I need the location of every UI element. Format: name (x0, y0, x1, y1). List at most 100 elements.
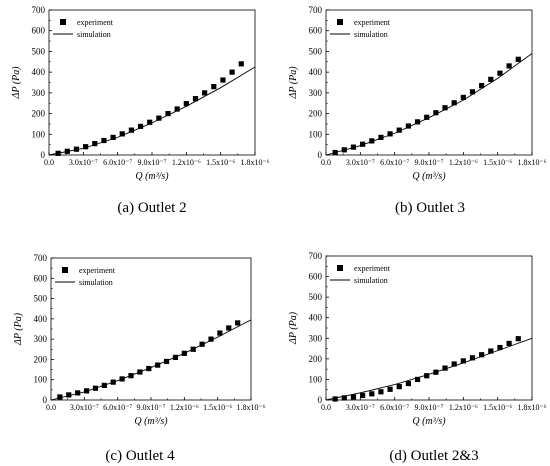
experiment-point (405, 380, 411, 387)
y-axis-label: ΔP (Pa) (13, 312, 24, 346)
x-tick-label: 1.2x10⁻⁶ (170, 403, 199, 412)
y-tick-label: 500 (32, 46, 46, 56)
y-tick-label: 400 (32, 67, 46, 77)
x-tick-label: 6.0x10⁻⁷ (380, 158, 409, 167)
y-tick-label: 700 (309, 251, 323, 261)
experiment-point (146, 365, 152, 372)
experiment-point (378, 389, 384, 395)
experiment-point (469, 89, 476, 95)
experiment-point (238, 61, 244, 67)
y-tick-label: 300 (32, 88, 46, 98)
y-tick-label: 200 (32, 109, 46, 119)
experiment-point (451, 100, 457, 106)
x-tick-label: 1.8x10⁻⁶ (236, 403, 265, 412)
experiment-point (119, 131, 125, 137)
experiment-point (451, 361, 457, 367)
experiment-point (506, 63, 512, 69)
experiment-point (192, 96, 199, 102)
y-tick-label: 500 (309, 46, 323, 56)
y-axis-label: ΔP (Pa) (288, 311, 299, 345)
experiment-point (55, 150, 61, 156)
experiment-point (414, 119, 421, 125)
legend-marker-experiment (60, 19, 66, 25)
x-tick-label: 1.8x10⁻⁶ (517, 403, 546, 412)
y-tick-label: 600 (309, 272, 323, 282)
experiment-point (110, 134, 116, 140)
experiment-point (488, 76, 494, 82)
experiment-point (73, 146, 80, 152)
legend-label-simulation: simulation (79, 278, 113, 287)
experiment-point (350, 144, 357, 150)
experiment-point (396, 127, 402, 133)
legend-marker-experiment (62, 267, 68, 273)
experiment-point (101, 382, 107, 388)
experiment-point (83, 388, 90, 394)
panel-caption: (c) Outlet 4 (105, 448, 175, 464)
experiment-point (414, 376, 421, 383)
experiment-point (110, 379, 116, 385)
experiment-point (506, 340, 512, 347)
legend-label-experiment: experiment (354, 18, 391, 27)
y-tick-label: 700 (309, 5, 323, 15)
experiment-point (460, 94, 466, 101)
legend-marker-experiment (337, 265, 343, 271)
y-tick-label: 500 (309, 292, 323, 302)
x-tick-label: 1.8x10⁻⁶ (517, 158, 546, 167)
experiment-point (199, 341, 205, 347)
experiment-point (350, 394, 357, 400)
experiment-point (424, 114, 430, 120)
x-axis-label: Q (m³/s) (412, 171, 446, 182)
experiment-point (174, 106, 180, 112)
experiment-point (360, 392, 366, 399)
experiment-point (515, 336, 521, 342)
x-tick-label: 1.2x10⁻⁶ (449, 403, 478, 412)
experiment-point (469, 355, 476, 361)
experiment-point (156, 115, 162, 121)
panel-caption: (d) Outlet 2&3 (389, 448, 478, 464)
legend-label-simulation: simulation (354, 276, 388, 285)
experiment-point (165, 110, 171, 117)
experiment-point (433, 369, 439, 375)
experiment-point (488, 348, 494, 354)
experiment-point (332, 396, 338, 402)
experiment-point (497, 70, 503, 76)
experiment-point (92, 385, 99, 391)
experiment-point (211, 84, 217, 90)
y-tick-label: 400 (309, 67, 323, 77)
simulation-line (325, 53, 533, 156)
x-tick-label: 0.0 (46, 403, 56, 412)
experiment-point (217, 330, 223, 336)
experiment-point (226, 325, 232, 331)
experiment-point (155, 362, 161, 368)
experiment-point (405, 123, 411, 129)
experiment-point (83, 144, 89, 150)
experiment-point (92, 141, 98, 147)
y-tick-label: 0 (43, 395, 48, 405)
experiment-point (128, 373, 134, 379)
x-axis-label: Q (m³/s) (412, 416, 446, 427)
experiment-point (460, 358, 466, 364)
experiment-point (424, 373, 430, 379)
y-tick-label: 700 (32, 5, 46, 15)
x-tick-label: 1.2x10⁻⁶ (172, 158, 201, 167)
experiment-point (369, 391, 375, 397)
experiment-point (341, 395, 347, 401)
y-tick-label: 200 (34, 354, 48, 364)
experiment-point (64, 148, 70, 154)
experiment-point (341, 147, 347, 153)
panel-caption: (b) Outlet 3 (395, 200, 465, 216)
y-tick-label: 100 (34, 375, 48, 385)
experiment-point (515, 56, 521, 62)
y-axis-label: ΔP (Pa) (288, 66, 299, 100)
x-tick-label: 1.5x10⁻⁶ (483, 403, 512, 412)
experiment-point (57, 394, 63, 400)
chart-panel-2: 0 100 200 300 400 500 600 700 0.0 3.0x10⁻⁷ 6.0x10⁻… (288, 5, 547, 216)
experiment-point (442, 105, 448, 111)
x-axis-label: Q (m³/s) (135, 171, 169, 182)
experiment-point (387, 386, 393, 392)
legend-label-experiment: experiment (354, 264, 391, 273)
x-tick-label: 6.0x10⁻⁷ (380, 403, 409, 412)
x-tick-label: 1.5x10⁻⁶ (483, 158, 512, 167)
x-tick-label: 3.0x10⁻⁷ (70, 403, 99, 412)
